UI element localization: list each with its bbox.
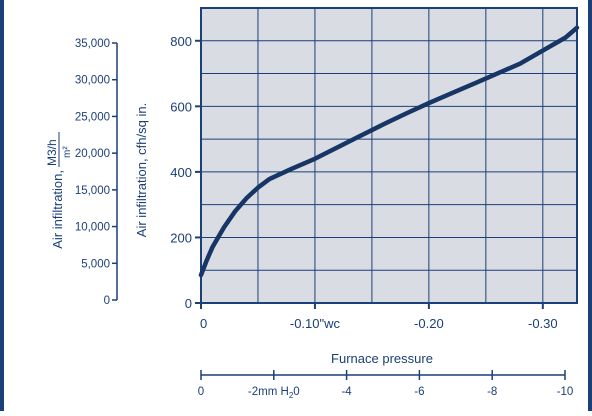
y-axis-title: Air infiltration, cfh/sq in. xyxy=(134,103,149,237)
x-axis-ticks: 0 -0.10"wc -0.20 -0.30 xyxy=(200,303,558,331)
secondary-x-tick-label: 0 xyxy=(198,386,204,398)
y-tick-label: 0 xyxy=(185,296,192,311)
x-tick-label: -0.10"wc xyxy=(290,316,341,331)
y-tick-label: 400 xyxy=(170,165,192,180)
secondary-y-axis-title: Air infiltration, M3/h m² xyxy=(45,132,73,249)
secondary-x-tick-label: -2mm H20 xyxy=(248,386,300,400)
secondary-x-tick-label: -8 xyxy=(487,386,497,398)
x-axis-title: Furnace pressure xyxy=(331,351,433,366)
secondary-x-tick-label: -6 xyxy=(414,386,424,398)
plot-frame xyxy=(200,7,578,304)
secondary-y-axis-title-denominator: m² xyxy=(62,146,73,158)
secondary-x-tick-label: -10 xyxy=(557,386,574,398)
grid-lines xyxy=(201,8,577,303)
secondary-x-tick-subscript: 2 xyxy=(289,391,294,400)
secondary-y-tick-label: 15,000 xyxy=(75,185,110,197)
plot-area xyxy=(201,8,577,303)
x-tick-label: -0.20 xyxy=(414,316,444,331)
y-tick-label: 800 xyxy=(170,34,192,49)
secondary-y-tick-label: 30,000 xyxy=(75,75,110,87)
secondary-y-tick-label: 0 xyxy=(104,295,110,307)
y-axis-ticks: 0 200 400 600 800 xyxy=(170,34,201,311)
x-tick-label: -0.30 xyxy=(528,316,558,331)
secondary-y-axis-title-numerator: M3/h xyxy=(45,139,59,166)
secondary-y-tick-label: 5,000 xyxy=(81,258,110,270)
secondary-y-tick-label: 25,000 xyxy=(75,111,110,123)
secondary-y-tick-label: 35,000 xyxy=(75,38,110,50)
series-line xyxy=(198,25,580,278)
secondary-x-axis: 0 -2mm H20 -4 -6 -8 -10 xyxy=(198,370,574,400)
secondary-y-axis: 0 5,000 10,000 15,000 20,000 25,000 30,000 35,0… xyxy=(75,38,118,307)
y-tick-label: 200 xyxy=(170,230,192,245)
x-tick-label: 0 xyxy=(200,316,207,331)
secondary-y-tick-label: 10,000 xyxy=(75,222,110,234)
secondary-x-tick-label: -4 xyxy=(341,386,352,398)
y-tick-label: 600 xyxy=(170,99,192,114)
secondary-y-axis-title-main: Air infiltration, xyxy=(50,170,65,249)
secondary-y-tick-label: 20,000 xyxy=(75,148,110,160)
secondary-x-tick-suffix: 0 xyxy=(293,386,299,398)
